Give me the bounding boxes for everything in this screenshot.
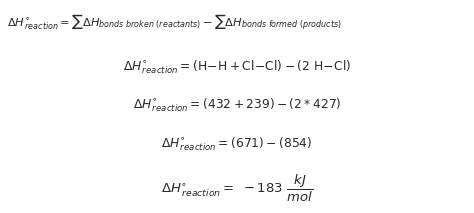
Text: $\Delta H^{\circ}_{\,reaction} = \sum \Delta H_{bonds\ broken\ (reactants)} - \s: $\Delta H^{\circ}_{\,reaction} = \sum \D… (7, 12, 342, 33)
Text: $\Delta H^{\circ}_{\,reaction} = (671) - (854)$: $\Delta H^{\circ}_{\,reaction} = (671) -… (161, 135, 313, 153)
Text: $\Delta H^{\circ}_{\,reaction} = \ -183\ \dfrac{kJ}{mol}$: $\Delta H^{\circ}_{\,reaction} = \ -183\… (161, 173, 313, 204)
Text: $\Delta H^{\circ}_{\,reaction} = (432 + 239) - (2 * 427)$: $\Delta H^{\circ}_{\,reaction} = (432 + … (133, 97, 341, 114)
Text: $\Delta H^{\circ}_{\,reaction} = (\mathrm{H\!-\!H + Cl\!-\!Cl}) - (\mathrm{2\ H\: $\Delta H^{\circ}_{\,reaction} = (\mathr… (123, 58, 351, 76)
